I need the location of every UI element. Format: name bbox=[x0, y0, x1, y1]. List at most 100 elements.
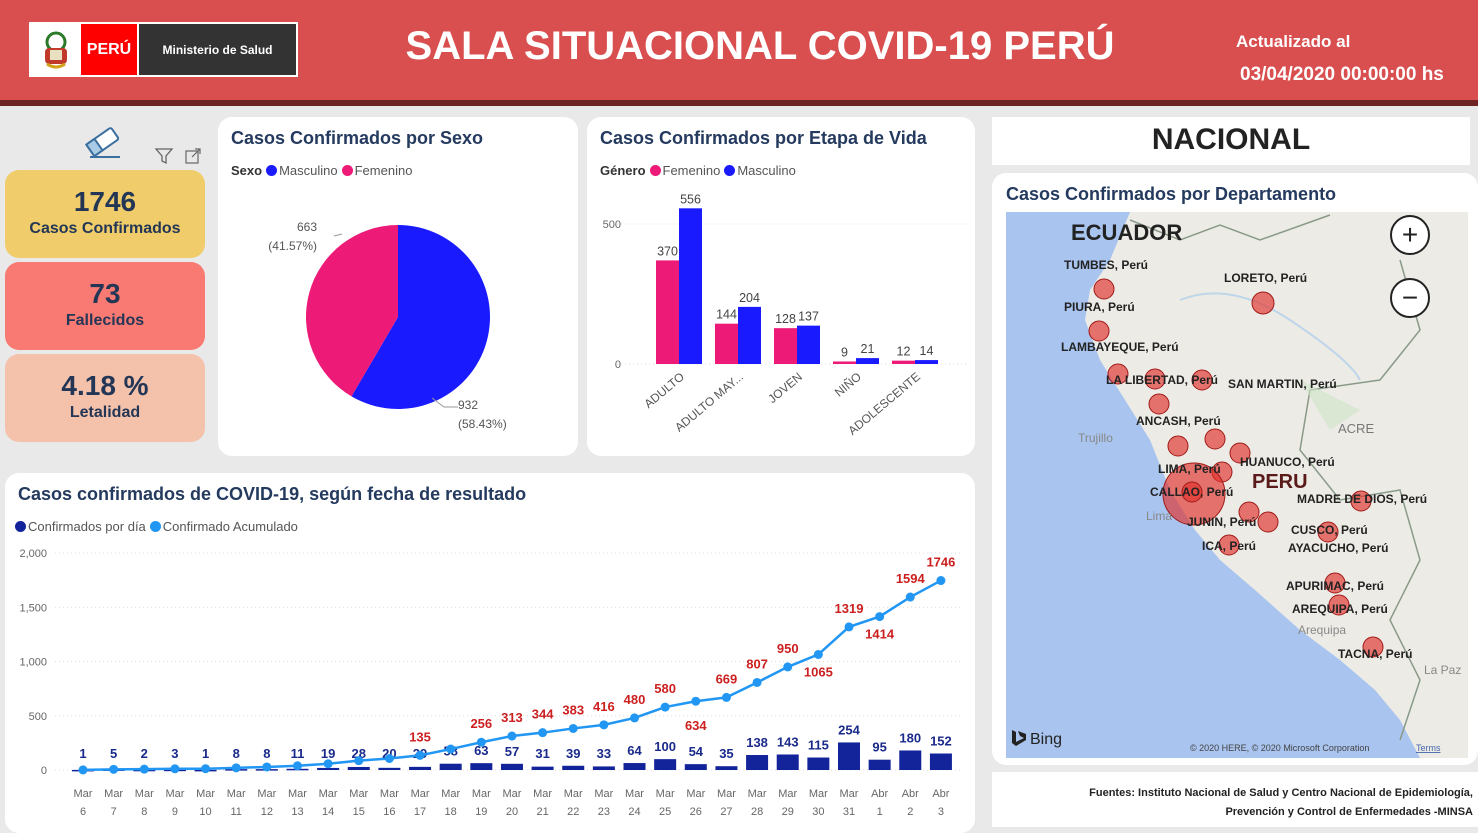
cumulative-point[interactable] bbox=[568, 723, 578, 733]
daily-bar[interactable] bbox=[838, 742, 860, 770]
cumulative-point[interactable] bbox=[354, 756, 364, 766]
bar-masculino[interactable] bbox=[856, 358, 879, 364]
cumulative-point[interactable] bbox=[752, 677, 762, 687]
daily-bar[interactable] bbox=[929, 753, 952, 770]
cumulative-point[interactable] bbox=[630, 713, 640, 723]
daily-bar[interactable] bbox=[654, 759, 677, 770]
pie-slice-femenino[interactable] bbox=[306, 225, 398, 397]
bar-masculino[interactable] bbox=[915, 360, 938, 364]
daily-bar[interactable] bbox=[776, 754, 799, 770]
x-tick-day: 8 bbox=[141, 806, 147, 818]
legend-item[interactable]: Femenino bbox=[662, 163, 721, 178]
daily-bar[interactable] bbox=[500, 763, 523, 770]
cumulative-point[interactable] bbox=[78, 765, 88, 775]
daily-bar[interactable] bbox=[439, 763, 462, 770]
map-terms-link[interactable]: Terms bbox=[1416, 743, 1441, 753]
cumulative-value-label: 135 bbox=[409, 729, 431, 744]
legend-item[interactable]: Masculino bbox=[279, 163, 338, 178]
bar-masculino[interactable] bbox=[797, 325, 820, 364]
department-bubble[interactable] bbox=[1181, 481, 1203, 503]
department-bubble[interactable] bbox=[1251, 291, 1275, 315]
cumulative-point[interactable] bbox=[691, 696, 701, 706]
daily-bar[interactable] bbox=[470, 763, 493, 770]
department-bubble[interactable] bbox=[1144, 368, 1166, 390]
daily-bar[interactable] bbox=[409, 766, 432, 770]
department-bubble[interactable] bbox=[1218, 534, 1240, 556]
cumulative-point[interactable] bbox=[170, 764, 180, 774]
cumulative-point[interactable] bbox=[507, 731, 517, 741]
daily-bar[interactable] bbox=[807, 757, 830, 770]
legend-item[interactable]: Femenino bbox=[354, 163, 413, 178]
leader-line bbox=[431, 397, 458, 408]
daily-bar[interactable] bbox=[623, 763, 646, 770]
x-tick-month: Mar bbox=[748, 788, 767, 800]
cumulative-point[interactable] bbox=[323, 759, 333, 769]
cumulative-point[interactable] bbox=[813, 649, 823, 659]
cumulative-point[interactable] bbox=[844, 622, 854, 632]
cumulative-point[interactable] bbox=[721, 692, 731, 702]
department-bubble[interactable] bbox=[1148, 393, 1170, 415]
bar-femenino[interactable] bbox=[892, 360, 915, 364]
focus-mode-icon[interactable] bbox=[183, 147, 203, 170]
daily-bar[interactable] bbox=[317, 767, 340, 770]
cumulative-point[interactable] bbox=[783, 662, 793, 672]
cumulative-point[interactable] bbox=[292, 761, 302, 771]
cumulative-point[interactable] bbox=[905, 592, 915, 602]
bar-femenino[interactable] bbox=[656, 260, 679, 364]
daily-bar[interactable] bbox=[378, 767, 401, 770]
bar-femenino[interactable] bbox=[774, 328, 797, 364]
department-bubble[interactable] bbox=[1238, 501, 1260, 523]
daily-bar[interactable] bbox=[868, 759, 891, 770]
bar-masculino[interactable] bbox=[679, 208, 702, 364]
daily-bar[interactable] bbox=[684, 764, 707, 770]
cumulative-point[interactable] bbox=[599, 720, 609, 730]
department-bubble[interactable] bbox=[1191, 369, 1213, 391]
bar-masculino[interactable] bbox=[738, 306, 761, 364]
cumulative-point[interactable] bbox=[476, 737, 486, 747]
daily-bar[interactable] bbox=[531, 766, 554, 770]
cumulative-point[interactable] bbox=[201, 764, 211, 774]
department-bubble[interactable] bbox=[1350, 490, 1372, 512]
cumulative-point[interactable] bbox=[936, 576, 946, 586]
cumulative-point[interactable] bbox=[262, 762, 272, 772]
department-bubble[interactable] bbox=[1362, 636, 1384, 658]
chart-title: Casos Confirmados por Departamento bbox=[1006, 184, 1337, 204]
daily-bar[interactable] bbox=[899, 750, 922, 770]
legend-item[interactable]: Confirmados por día bbox=[28, 519, 146, 534]
department-bubble[interactable] bbox=[1093, 278, 1115, 300]
department-bubble[interactable] bbox=[1317, 521, 1339, 543]
cumulative-point[interactable] bbox=[415, 750, 425, 760]
department-bubble[interactable] bbox=[1328, 594, 1350, 616]
pie-slice-masculino[interactable] bbox=[351, 225, 491, 409]
cumulative-point[interactable] bbox=[139, 764, 149, 774]
department-bubble[interactable] bbox=[1257, 511, 1279, 533]
x-tick-month: Mar bbox=[319, 788, 338, 800]
daily-bar[interactable] bbox=[715, 766, 738, 770]
eraser-icon[interactable] bbox=[84, 124, 124, 165]
filter-icon[interactable] bbox=[154, 147, 174, 170]
cumulative-point[interactable] bbox=[446, 744, 456, 754]
bar-femenino[interactable] bbox=[833, 361, 856, 364]
department-bubble[interactable] bbox=[1167, 435, 1189, 457]
department-bubble[interactable] bbox=[1324, 572, 1346, 594]
department-bubble[interactable] bbox=[1229, 442, 1251, 464]
zoom-in-button[interactable]: + bbox=[1390, 215, 1430, 255]
cumulative-point[interactable] bbox=[231, 763, 241, 773]
cumulative-point[interactable] bbox=[538, 728, 548, 738]
department-bubble[interactable] bbox=[1107, 363, 1129, 385]
daily-bar[interactable] bbox=[746, 755, 769, 770]
zoom-out-button[interactable]: − bbox=[1390, 278, 1430, 318]
daily-bar[interactable] bbox=[592, 766, 615, 770]
legend-item[interactable]: Confirmado Acumulado bbox=[162, 519, 298, 534]
legend-item[interactable]: Masculino bbox=[737, 163, 796, 178]
cumulative-point[interactable] bbox=[875, 612, 885, 622]
cumulative-point[interactable] bbox=[384, 753, 394, 763]
daily-bar[interactable] bbox=[562, 765, 585, 770]
cumulative-point[interactable] bbox=[109, 764, 119, 774]
department-bubble[interactable] bbox=[1204, 428, 1226, 450]
daily-bar[interactable] bbox=[347, 766, 370, 770]
cumulative-point[interactable] bbox=[660, 702, 670, 712]
department-bubble[interactable] bbox=[1088, 320, 1110, 342]
bar-femenino[interactable] bbox=[715, 323, 738, 364]
